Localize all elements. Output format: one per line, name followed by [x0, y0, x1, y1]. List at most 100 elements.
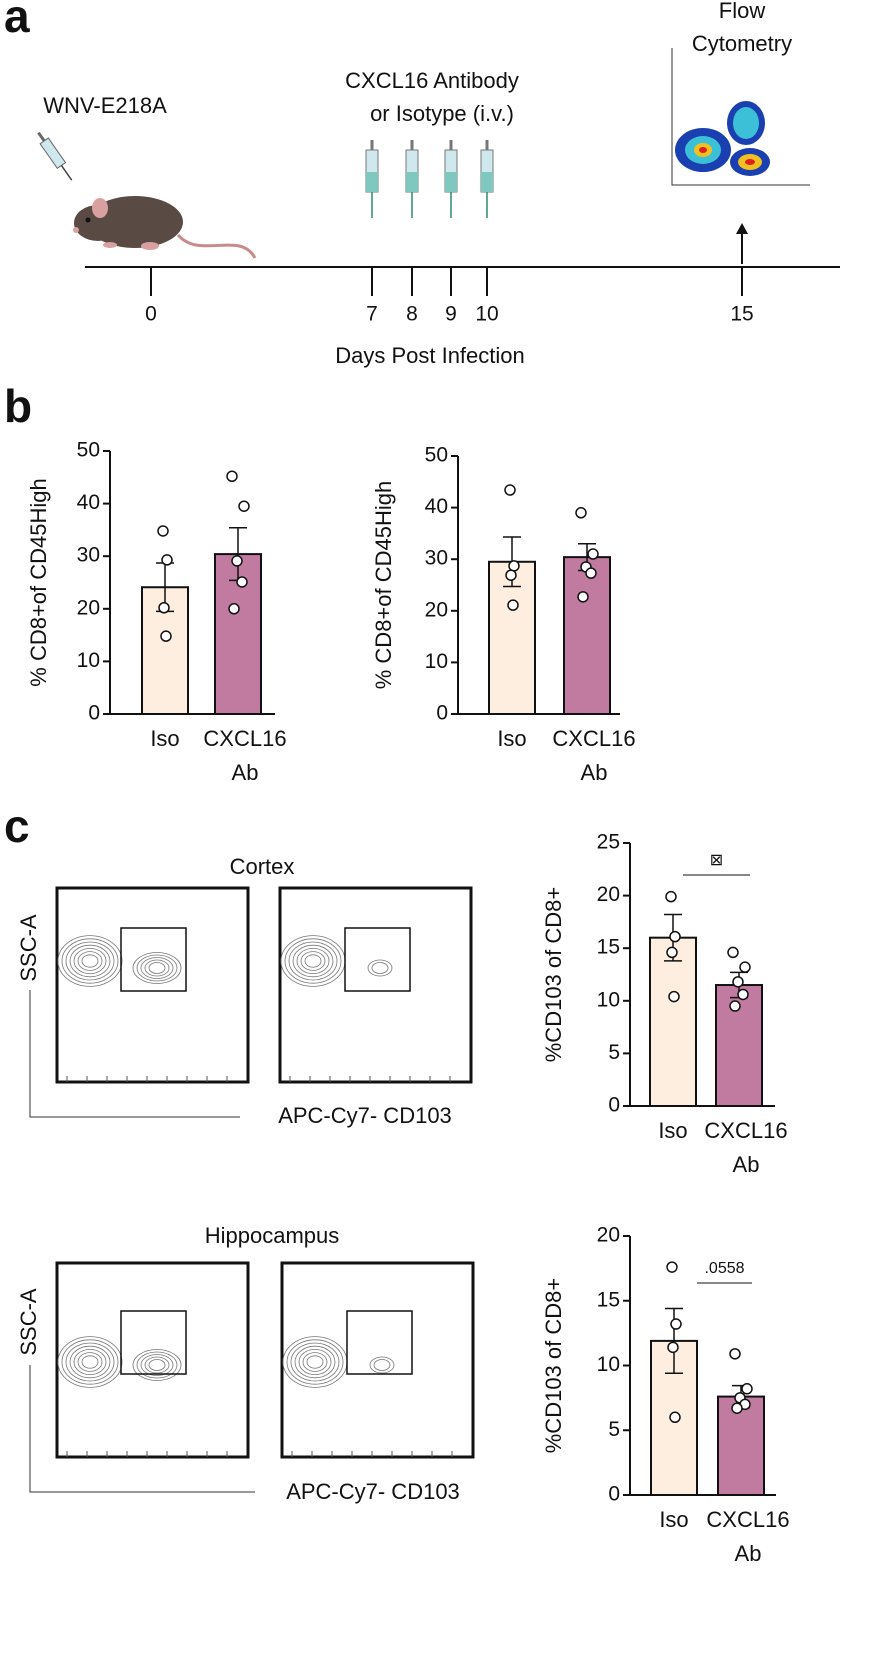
timeline-tick-label: 15: [730, 303, 753, 326]
flow-contour: [306, 1355, 324, 1369]
flow-contour: [304, 954, 322, 968]
flow-contour: [144, 1356, 170, 1374]
data-point: [587, 548, 599, 560]
y-axis-label: %CD103 of CD8+: [541, 1278, 566, 1453]
flow-contour: [65, 941, 115, 981]
timeline-tick-label: 9: [445, 303, 457, 326]
flow-contour: [77, 951, 103, 971]
data-point: [508, 560, 520, 572]
flow-contour: [302, 1352, 328, 1372]
data-point: [737, 988, 749, 1001]
flow-contour: [132, 1349, 182, 1381]
y-axis-label: %CD103 of CD8+: [541, 887, 566, 1062]
syringe-icon: [366, 172, 378, 192]
flow-gate: [344, 927, 411, 992]
data-point: [505, 569, 517, 581]
y-tick-label: 40: [425, 495, 448, 518]
flow-contour: [73, 1349, 107, 1376]
y-tick-label: 0: [436, 702, 448, 725]
panel-label: b: [4, 380, 32, 432]
syringe-icon: [406, 172, 418, 192]
y-tick-label: 10: [597, 1353, 620, 1376]
y-tick-label: 0: [608, 1094, 620, 1117]
y-tick-label: 15: [597, 1288, 620, 1311]
data-point: [585, 567, 597, 579]
y-tick-label: 15: [597, 936, 620, 959]
flow-contour: [61, 938, 119, 984]
data-point: [665, 890, 677, 903]
x-tick-label: CXCL16 Ab: [552, 726, 635, 785]
data-point: [226, 470, 238, 482]
data-point: [158, 601, 170, 614]
y-tick-label: 20: [77, 596, 100, 619]
data-point: [731, 1402, 743, 1414]
data-point: [670, 1318, 682, 1330]
flow-plot: [278, 886, 473, 1084]
y-tick-label: 50: [77, 439, 100, 462]
y-tick-label: 30: [425, 547, 448, 570]
flow-contour: [73, 948, 107, 975]
flow-contour: [57, 935, 123, 987]
data-point: [727, 946, 739, 959]
y-tick-label: 20: [425, 598, 448, 621]
y-tick-label: 40: [77, 491, 100, 514]
flow-plot: [55, 1261, 250, 1459]
flow-contour: [284, 938, 342, 984]
flow-gate: [120, 1310, 187, 1375]
data-point: [669, 930, 681, 943]
data-point: [161, 554, 173, 566]
x-tick-label: Iso: [658, 1118, 687, 1143]
flow-contour: [298, 1349, 332, 1376]
flow-contour: [136, 954, 178, 982]
panel-label: a: [4, 0, 30, 42]
y-tick-label: 25: [597, 831, 620, 854]
x-tick-label: Iso: [497, 726, 526, 751]
data-point: [236, 576, 248, 588]
flow-plot: [55, 886, 250, 1084]
region-label: Hippocampus: [205, 1223, 340, 1248]
flow-contour: [65, 1342, 115, 1382]
data-point: [575, 507, 587, 519]
region-label: Cortex: [230, 854, 295, 879]
y-tick-label: 50: [425, 444, 448, 467]
flow-contour: [371, 962, 389, 974]
y-tick-label: 10: [77, 649, 100, 672]
mouse-icon: [73, 196, 257, 259]
flow-contour: [140, 1354, 174, 1376]
treatment-label: CXCL16 Antibody: [345, 68, 519, 93]
data-point: [741, 1383, 753, 1395]
treatment-label: or Isotype (i.v.): [370, 101, 514, 126]
y-axis-label: % CD8+of CD45High: [26, 478, 51, 686]
infection-label: WNV-E218A: [43, 93, 167, 118]
y-tick-label: 0: [608, 1483, 620, 1506]
timeline-tick-label: 10: [475, 303, 498, 326]
flow-contour: [369, 1356, 395, 1374]
y-tick-label: 5: [608, 1041, 620, 1064]
data-point: [732, 976, 744, 988]
flow-contour: [148, 962, 166, 974]
flow-contour: [69, 1345, 111, 1379]
flow-contour: [296, 948, 330, 975]
y-tick-label: 0: [88, 702, 100, 725]
flow-contour: [367, 959, 393, 977]
y-tick-label: 5: [608, 1418, 620, 1441]
data-point: [668, 990, 680, 1003]
timeline-tick-label: 8: [406, 303, 418, 326]
flow-gate: [120, 927, 187, 992]
flow-contour: [69, 944, 111, 978]
flow-xlabel: APC-Cy7- CD103: [278, 1103, 452, 1128]
flow-contour: [81, 1355, 99, 1369]
y-tick-label: 30: [77, 544, 100, 567]
data-point: [238, 500, 250, 512]
significance-label: .0558: [704, 1260, 744, 1277]
flow-axis: [29, 990, 240, 1118]
timeline-tick-label: 7: [366, 303, 378, 326]
flow-contour: [57, 1336, 123, 1388]
data-point: [729, 1348, 741, 1360]
timeline-tick-label: 0: [145, 303, 157, 326]
flow-contour: [77, 1352, 103, 1372]
flow-ylabel: SSC-A: [16, 1288, 41, 1356]
flow-ylabel: SSC-A: [16, 914, 41, 982]
syringe-icon: [37, 131, 73, 181]
